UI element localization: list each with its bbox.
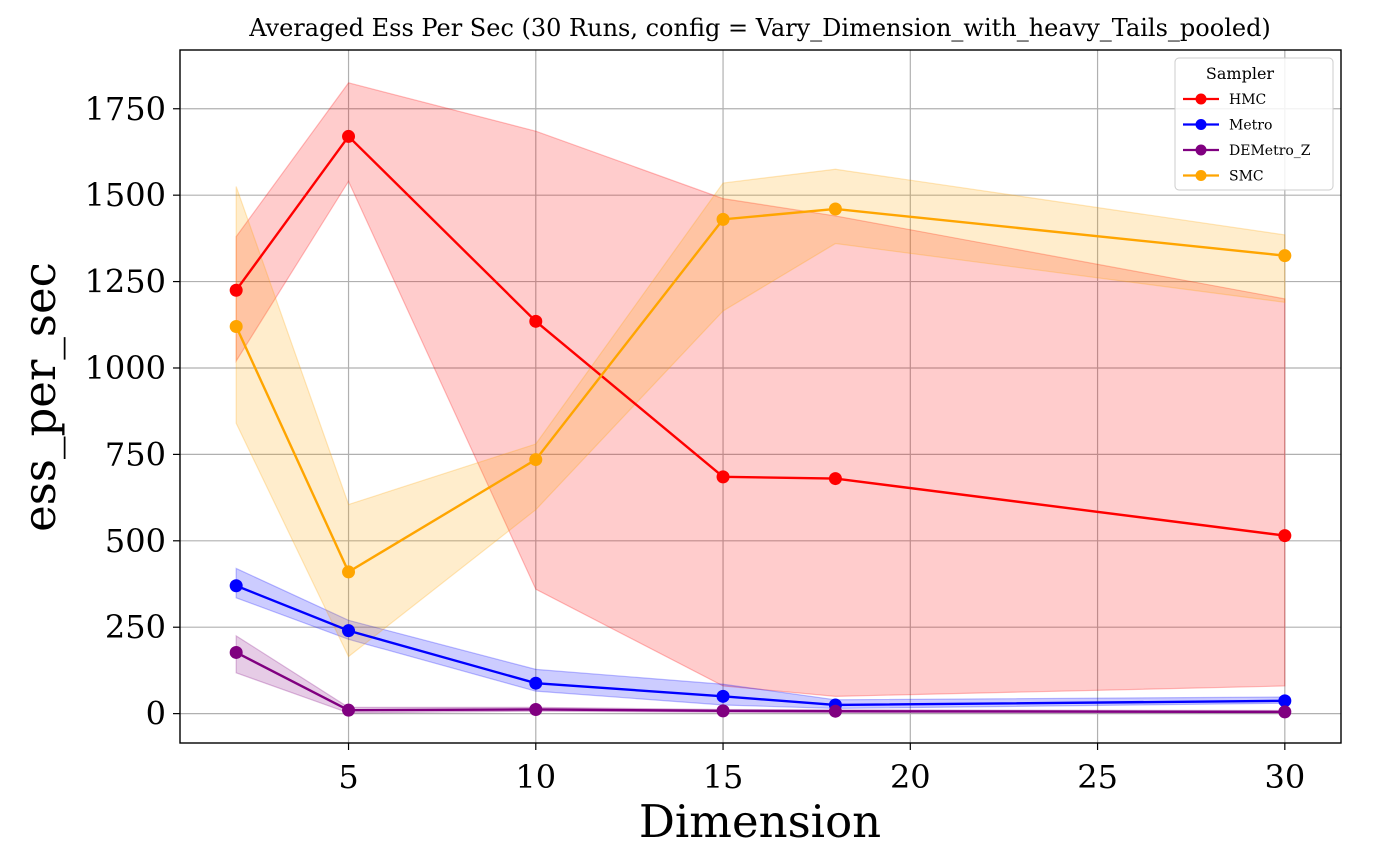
- smc-point: [828, 202, 842, 216]
- y-tick-label: 750: [105, 435, 166, 473]
- metro-point: [529, 676, 543, 690]
- hmc-point: [828, 472, 842, 486]
- plot-frame: [179, 49, 1342, 744]
- y-tick-label: 1750: [85, 90, 166, 128]
- demetro-z-point: [1278, 705, 1292, 719]
- demetro-z-line: [235, 651, 1285, 714]
- y-axis-label: ess_per_sec: [13, 262, 66, 532]
- demetro-z-point: [229, 645, 243, 659]
- legend-label: Metro: [1229, 118, 1272, 134]
- legend-title: Sampler: [1206, 64, 1275, 83]
- metro-line: [235, 584, 1285, 707]
- legend-label: SMC: [1229, 169, 1264, 185]
- confidence-bands: [235, 82, 1286, 714]
- hmc-point: [229, 283, 243, 297]
- hmc-band: [235, 82, 1286, 697]
- x-tick-label: 5: [338, 758, 358, 796]
- legend-swatch-marker: [1195, 119, 1207, 130]
- smc-point: [342, 565, 356, 579]
- metro-point: [1278, 694, 1292, 708]
- hmc-point: [716, 470, 730, 484]
- legend-swatch-marker: [1195, 170, 1207, 181]
- x-tick-label: 15: [703, 758, 744, 796]
- smc-point: [1278, 249, 1292, 263]
- series-lines: [235, 134, 1285, 714]
- x-axis-label: Dimension: [639, 795, 881, 848]
- legend-entry-metro: Metro: [1183, 118, 1272, 134]
- y-tick-label: 0: [146, 695, 166, 733]
- smc-point: [716, 212, 730, 226]
- y-axis-ticks: 0 250 500 750 1000 1250 1500 1750: [85, 90, 180, 733]
- demetro-z-point: [828, 704, 842, 718]
- legend-label: HMC: [1229, 92, 1266, 108]
- hmc-point: [342, 129, 356, 143]
- y-tick-label: 1250: [85, 263, 166, 301]
- legend-box: [1174, 57, 1334, 191]
- x-axis-ticks: 5 10 15 20 25 30: [338, 743, 1305, 796]
- series-points: [229, 129, 1292, 719]
- y-tick-label: 1000: [85, 349, 166, 387]
- demetro-z-point: [716, 704, 730, 718]
- y-tick-label: 500: [105, 522, 166, 560]
- legend-swatch-marker: [1195, 93, 1207, 105]
- metro-point: [716, 689, 730, 703]
- legend-entry-demetro-z: DEMetro_Z: [1183, 143, 1311, 159]
- legend-entry-smc: SMC: [1183, 169, 1264, 185]
- legend-swatch-marker: [1195, 144, 1207, 156]
- legend-label: DEMetro_Z: [1229, 143, 1311, 159]
- smc-point: [229, 320, 243, 334]
- x-tick-label: 10: [515, 758, 556, 796]
- demetro-z-point: [342, 703, 356, 717]
- x-tick-label: 30: [1264, 758, 1305, 796]
- metro-point: [342, 624, 356, 638]
- x-tick-label: 25: [1077, 758, 1118, 796]
- legend-entry-hmc: HMC: [1183, 92, 1266, 108]
- y-tick-label: 1500: [85, 176, 166, 214]
- smc-band: [235, 168, 1286, 658]
- chart-title: Averaged Ess Per Sec (30 Runs, config = …: [248, 14, 1271, 42]
- hmc-point: [529, 314, 543, 328]
- hmc-line: [235, 134, 1285, 537]
- smc-point: [529, 453, 543, 467]
- metro-point: [229, 579, 243, 593]
- demetro-z-point: [529, 702, 543, 716]
- smc-line: [235, 207, 1285, 574]
- x-tick-label: 20: [890, 758, 931, 796]
- y-tick-label: 250: [105, 608, 166, 646]
- hmc-point: [1278, 529, 1292, 543]
- legend: Sampler HMC Metro DEMetro_Z SMC: [1174, 57, 1334, 191]
